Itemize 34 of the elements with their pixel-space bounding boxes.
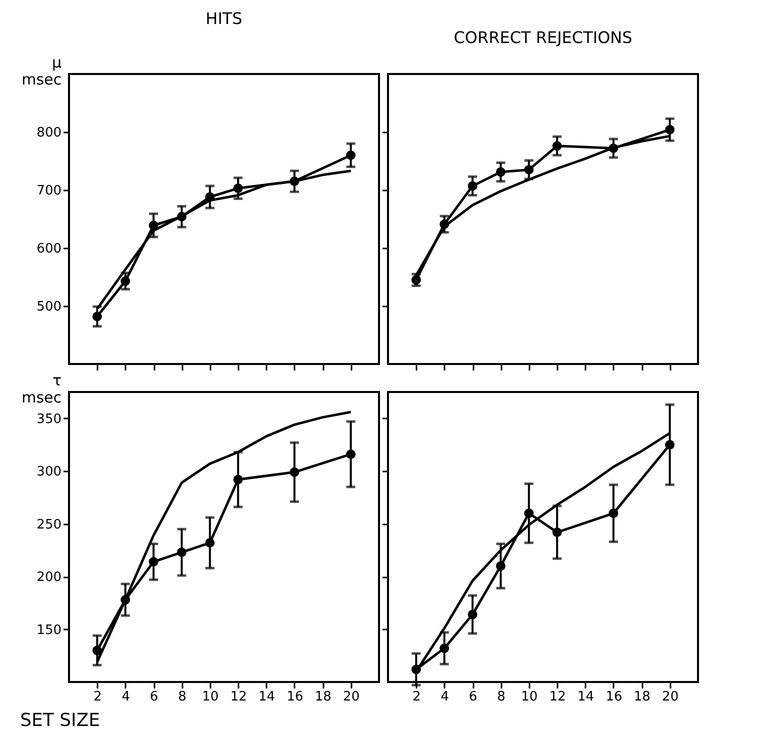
x-tick-label: 20 xyxy=(662,690,679,704)
y-tick-label: 150 xyxy=(36,622,62,638)
x-tick-label: 10 xyxy=(202,690,219,704)
y-tick-label: 800 xyxy=(36,126,62,140)
x-tick-label: 2 xyxy=(412,690,421,704)
x-tick-label: 4 xyxy=(440,690,450,704)
x-tick-label: 18 xyxy=(634,690,650,704)
x-tick-label: 8 xyxy=(178,690,186,704)
x-tick-label: 20 xyxy=(343,690,360,704)
y-tick-label: 500 xyxy=(36,300,62,314)
x-tick-label: 16 xyxy=(606,690,622,704)
chart-title: HITS xyxy=(206,9,242,28)
y-tick-label: 250 xyxy=(36,517,62,532)
y-tick-label: 350 xyxy=(36,412,62,427)
chart-title: CORRECT REJECTIONS xyxy=(454,28,632,47)
y-tick-label: 200 xyxy=(36,570,62,586)
x-tick-label: 8 xyxy=(497,690,506,704)
x-tick-label: 16 xyxy=(286,690,304,704)
x-tick-label: 12 xyxy=(230,690,247,704)
x-tick-label: 6 xyxy=(150,690,158,704)
y-tick-label: 700 xyxy=(36,184,62,198)
x-tick-label: 2 xyxy=(94,690,102,704)
x-tick-label: 14 xyxy=(578,690,594,704)
y-tick-label: 300 xyxy=(36,464,62,480)
x-tick-label: 4 xyxy=(122,690,130,704)
x-tick-label: 6 xyxy=(468,690,478,704)
x-axis-title: SET SIZE xyxy=(20,710,100,731)
y-axis-title: τ msec xyxy=(22,372,62,406)
y-tick-label: 600 xyxy=(36,242,62,256)
x-tick-label: 10 xyxy=(521,690,538,704)
x-tick-label: 18 xyxy=(314,690,332,704)
x-tick-label: 12 xyxy=(549,690,566,704)
y-axis-title: μ msec xyxy=(22,54,62,88)
x-tick-label: 14 xyxy=(258,690,276,704)
